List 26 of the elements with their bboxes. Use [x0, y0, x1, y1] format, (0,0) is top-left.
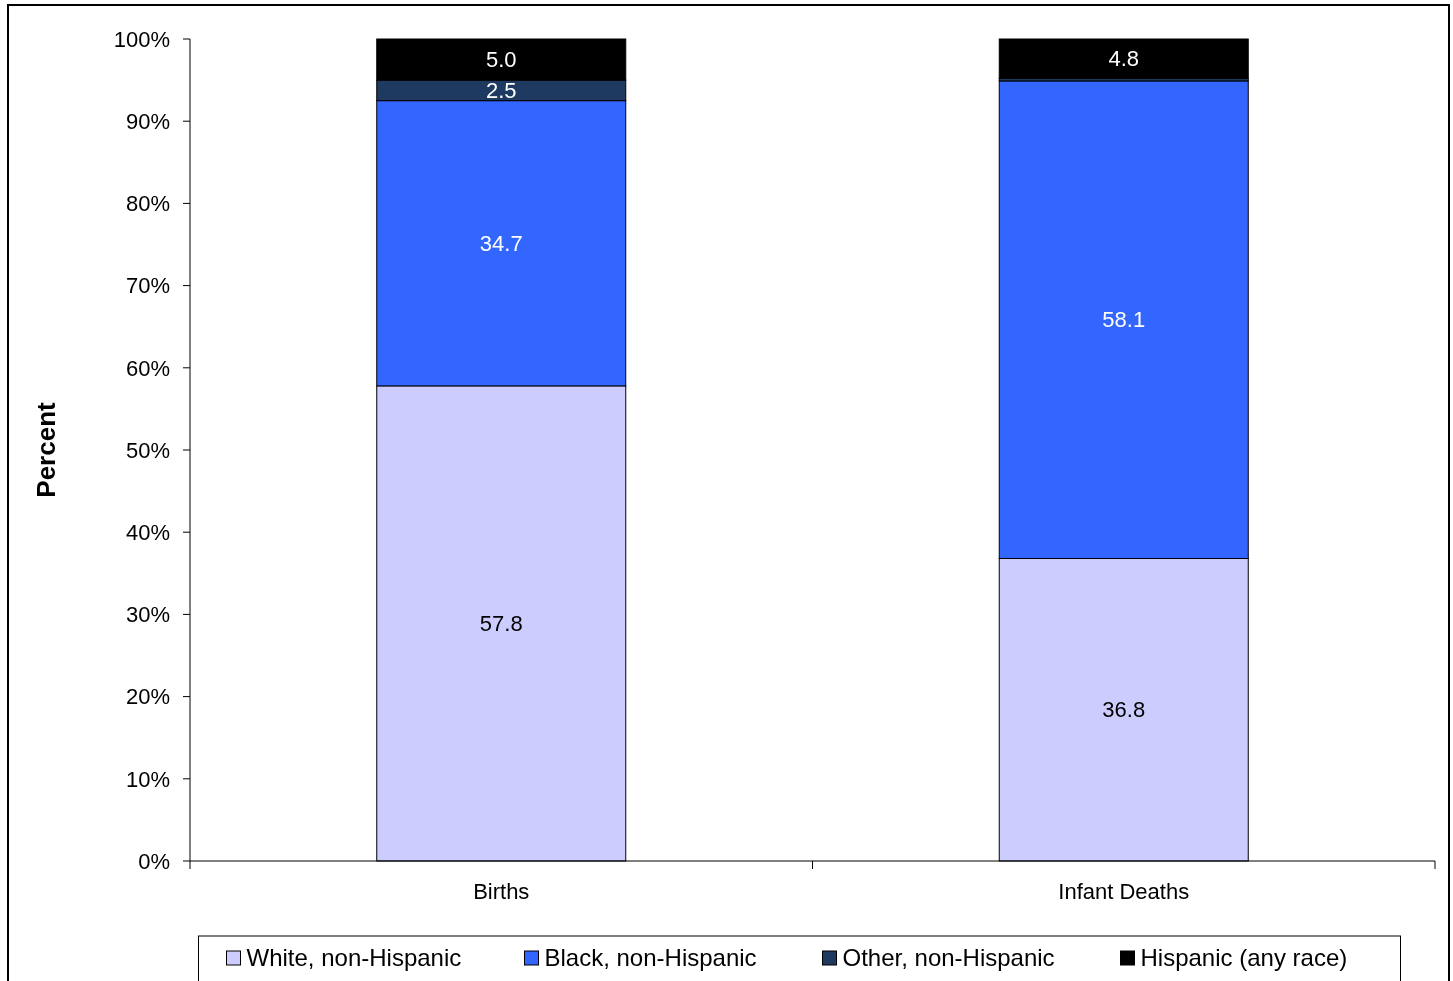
data-label: 2.5 — [485, 78, 517, 104]
data-label: 58.1 — [1102, 307, 1146, 333]
y-tick-label: 100% — [113, 26, 170, 52]
y-tick-label: 0% — [138, 848, 170, 874]
x-tick-label: Infant Deaths — [1058, 879, 1190, 904]
y-tick-label: 10% — [125, 766, 170, 792]
y-tick-label: 60% — [125, 355, 170, 381]
data-label: 4.8 — [1108, 46, 1140, 72]
legend-label: White, non-Hispanic — [246, 944, 462, 972]
y-tick-label: 40% — [125, 519, 170, 545]
y-tick-label: 90% — [125, 108, 170, 134]
legend-label: Hispanic (any race) — [1140, 944, 1348, 972]
y-tick-label: 30% — [125, 602, 170, 628]
data-label: 57.8 — [479, 611, 523, 637]
data-label: 34.7 — [479, 230, 523, 256]
y-tick-label: 70% — [125, 273, 170, 299]
y-tick-label: 20% — [125, 684, 170, 710]
y-tick-label: 50% — [125, 437, 170, 463]
data-label: 36.8 — [1102, 697, 1146, 723]
y-axis-title: Percent — [31, 401, 61, 498]
data-label: 5.0 — [485, 47, 517, 73]
legend-label: Black, non-Hispanic — [544, 944, 757, 972]
y-tick-label: 80% — [125, 191, 170, 217]
x-tick-label: Births — [473, 879, 530, 904]
legend-label: Other, non-Hispanic — [842, 944, 1055, 972]
bar — [998, 38, 1249, 79]
